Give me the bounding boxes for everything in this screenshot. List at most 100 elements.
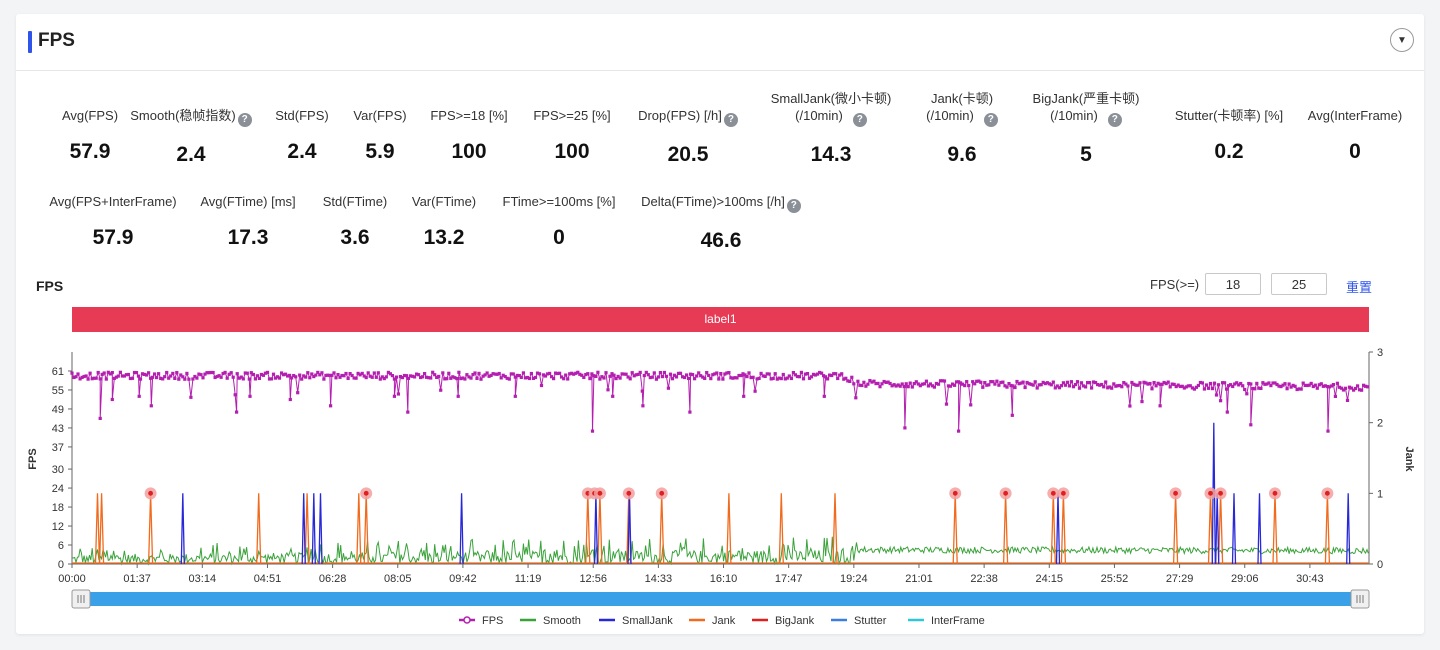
fps-point (195, 376, 199, 380)
fps-point (1120, 385, 1124, 389)
fps-point (207, 371, 211, 375)
fps-point (1019, 381, 1023, 385)
fps-point (1009, 383, 1013, 388)
fps-point (217, 374, 221, 378)
fps-point (128, 376, 132, 381)
fps-point (1007, 382, 1011, 386)
fps-point (836, 376, 840, 381)
stat-row1-2: Std(FPS) 2.4 (212, 107, 392, 164)
fps-point (695, 374, 699, 378)
title-accent-bar (28, 31, 32, 53)
fps-point (114, 375, 118, 379)
fps-point (249, 371, 253, 375)
fps-point (662, 370, 666, 375)
fps-point (88, 371, 92, 375)
fps-point (433, 373, 437, 377)
help-icon[interactable]: ? (723, 113, 738, 127)
reset-link[interactable]: 重置 (1346, 280, 1373, 295)
fps-point (267, 377, 272, 381)
fps-point (1136, 383, 1140, 387)
fps-point (725, 371, 729, 375)
chevron-down-icon[interactable]: ▼ (1390, 28, 1414, 52)
fps-point (676, 371, 681, 375)
fps-point (261, 373, 265, 377)
fps-point (519, 375, 523, 379)
fps-point (203, 372, 207, 376)
fps-point (1325, 385, 1329, 389)
fps-point (304, 375, 308, 379)
fps-point (137, 394, 141, 398)
fps-point (664, 374, 668, 378)
fps-point (991, 380, 995, 384)
help-icon[interactable]: ? (786, 199, 801, 213)
fps-threshold-input-2[interactable] (1271, 273, 1327, 295)
fps-point (699, 374, 703, 378)
fps-point (1108, 385, 1112, 389)
fps-point (894, 384, 898, 388)
fps-point (501, 373, 505, 377)
bigjank-marker (1050, 490, 1056, 496)
fps-point (140, 372, 145, 376)
stat-value: 17.3 (227, 226, 269, 249)
smalljank-spike (180, 493, 185, 565)
fps-point (413, 375, 417, 379)
fps-point (1017, 382, 1021, 386)
fps-point (169, 374, 173, 378)
fps-point (235, 410, 239, 414)
help-icon[interactable]: ? (852, 113, 867, 127)
fps-point (191, 377, 195, 381)
fps-point (1090, 386, 1094, 390)
fps-point (1029, 382, 1033, 386)
fps-point (888, 381, 892, 386)
fps-point (1225, 410, 1229, 414)
fps-point (572, 372, 576, 376)
fps-point (1206, 386, 1211, 390)
jank-spike (1002, 493, 1009, 565)
stat-row2-2: Std(FTime) 3.6 (265, 193, 445, 250)
label-band[interactable]: label1 (72, 307, 1369, 332)
fps-point (1041, 380, 1045, 384)
fps-point (1233, 382, 1237, 386)
fps-point (1255, 381, 1259, 385)
fps-point (531, 376, 535, 380)
fps-point (489, 373, 493, 377)
fps-point (985, 383, 989, 387)
fps-point (1303, 383, 1307, 387)
jank-spike (147, 493, 154, 565)
fps-point (683, 375, 687, 380)
fps-point (108, 372, 112, 376)
bigjank-marker (1324, 490, 1330, 496)
fps-point (221, 371, 225, 376)
help-icon[interactable]: ? (1107, 113, 1122, 127)
fps-point (132, 370, 137, 375)
fps-point (1263, 382, 1267, 386)
fps-point (443, 377, 447, 381)
fps-point (1352, 388, 1356, 392)
x-tick-label: 17:47 (775, 573, 803, 585)
fps-point (1354, 386, 1358, 391)
fps-point (638, 370, 642, 374)
x-tick-label: 11:19 (515, 573, 542, 585)
bigjank-marker (1218, 490, 1223, 496)
fps-point (1138, 381, 1142, 385)
fps-point (167, 376, 171, 380)
fps-point (145, 373, 149, 377)
fps-point (525, 375, 529, 380)
bigjank-marker (1272, 490, 1278, 496)
fps-point (596, 370, 600, 374)
fps-point (1190, 386, 1194, 390)
fps-point (606, 388, 610, 392)
fps-point (80, 375, 84, 379)
help-icon[interactable]: ? (983, 113, 998, 127)
fps-threshold-input-1[interactable] (1205, 273, 1261, 295)
fps-point (382, 377, 386, 381)
help-icon[interactable]: ? (237, 113, 252, 127)
stat-row1-6: Drop(FPS) [/h]? 20.5 (598, 107, 778, 167)
fps-point (177, 377, 181, 381)
x-tick-label: 12:56 (579, 573, 607, 585)
x-tick-label: 08:05 (384, 573, 412, 585)
fps-point (211, 370, 215, 375)
fps-point (588, 377, 592, 381)
fps-point (1144, 381, 1148, 385)
zoom-slider-track[interactable] (72, 592, 1369, 606)
